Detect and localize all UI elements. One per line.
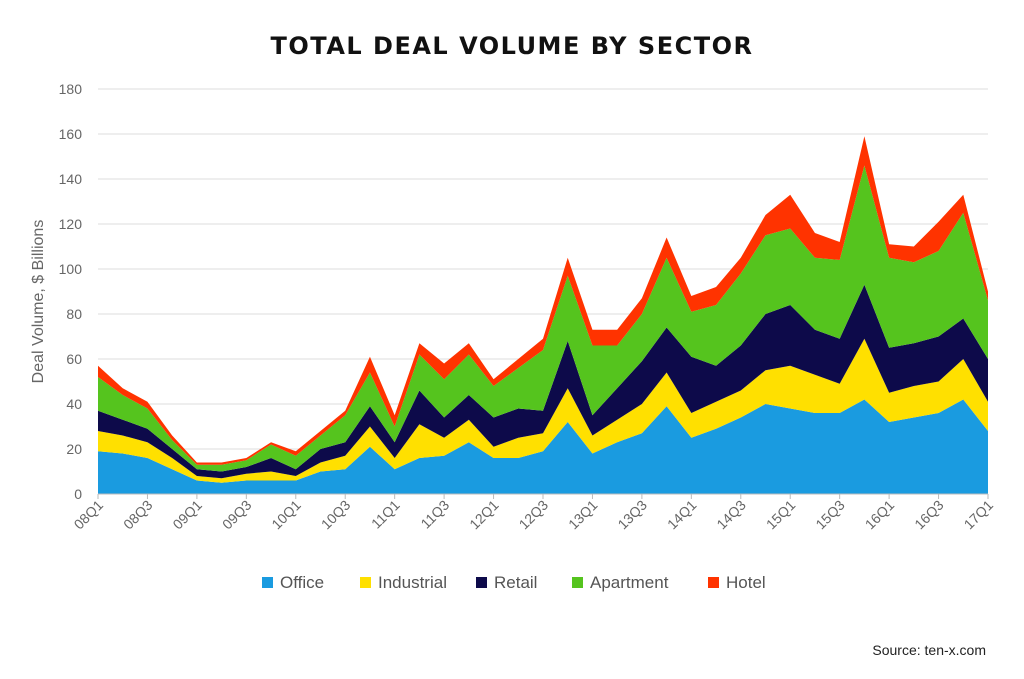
legend-swatch [572,577,583,588]
x-tick-label: 10Q3 [318,497,354,533]
y-tick-label: 160 [59,126,83,142]
area-industrial [98,338,988,483]
x-tick-label: 13Q1 [565,497,601,533]
y-tick-label: 0 [74,486,82,502]
legend-label: Industrial [378,573,447,592]
x-tick-label: 11Q3 [417,497,452,532]
x-tick-label: 13Q3 [614,497,650,533]
legend-swatch [262,577,273,588]
x-tick-label: 09Q3 [219,497,255,533]
x-tick-label: 15Q1 [763,497,799,533]
legend-label: Apartment [590,573,669,592]
x-tick-label: 14Q1 [664,497,700,533]
y-tick-label: 40 [66,396,82,412]
legend-item-hotel: Hotel [708,573,766,592]
chart-title: TOTAL DEAL VOLUME BY SECTOR [270,32,754,60]
area-apartment [98,165,988,472]
legend-swatch [476,577,487,588]
x-tick-label: 09Q1 [169,497,205,533]
legend-label: Office [280,573,324,592]
area-hotel [98,136,988,465]
y-tick-label: 60 [66,351,82,367]
stacked-area-chart: 0 20 40 60 80 100 120 140 160 180 08Q1 08Q3 09Q1 09Q3… [30,81,997,592]
y-axis-label: Deal Volume, $ Billions [30,220,47,384]
x-tick-label: 12Q1 [466,497,502,533]
y-tick-label: 80 [66,306,82,322]
legend-item-retail: Retail [476,573,537,592]
x-tick-label: 11Q1 [368,497,403,532]
x-tick-label: 10Q1 [268,497,304,533]
y-tick-label: 180 [59,81,83,97]
y-tick-label: 120 [59,216,83,232]
legend-label: Hotel [726,573,766,592]
x-tick-label: 08Q1 [71,497,107,533]
y-tick-label: 100 [59,261,83,277]
legend-item-apartment: Apartment [572,573,669,592]
x-tick-label: 16Q1 [862,497,898,533]
x-tick-label: 08Q3 [120,497,156,533]
x-tick-label: 12Q3 [516,497,552,533]
y-tick-label: 20 [66,441,82,457]
x-tick-label: 14Q3 [713,497,749,533]
legend-item-office: Office [262,573,324,592]
legend-swatch [708,577,719,588]
source-note: Source: ten-x.com [872,642,986,658]
x-tick-label: 16Q3 [911,497,947,533]
area-retail [98,284,988,479]
legend-item-industrial: Industrial [360,573,447,592]
area-office [98,399,988,494]
x-tick-label: 17Q1 [961,497,997,533]
y-tick-label: 140 [59,171,83,187]
legend-label: Retail [494,573,537,592]
legend-swatch [360,577,371,588]
x-tick-label: 15Q3 [812,497,848,533]
footer-band [0,612,1024,679]
